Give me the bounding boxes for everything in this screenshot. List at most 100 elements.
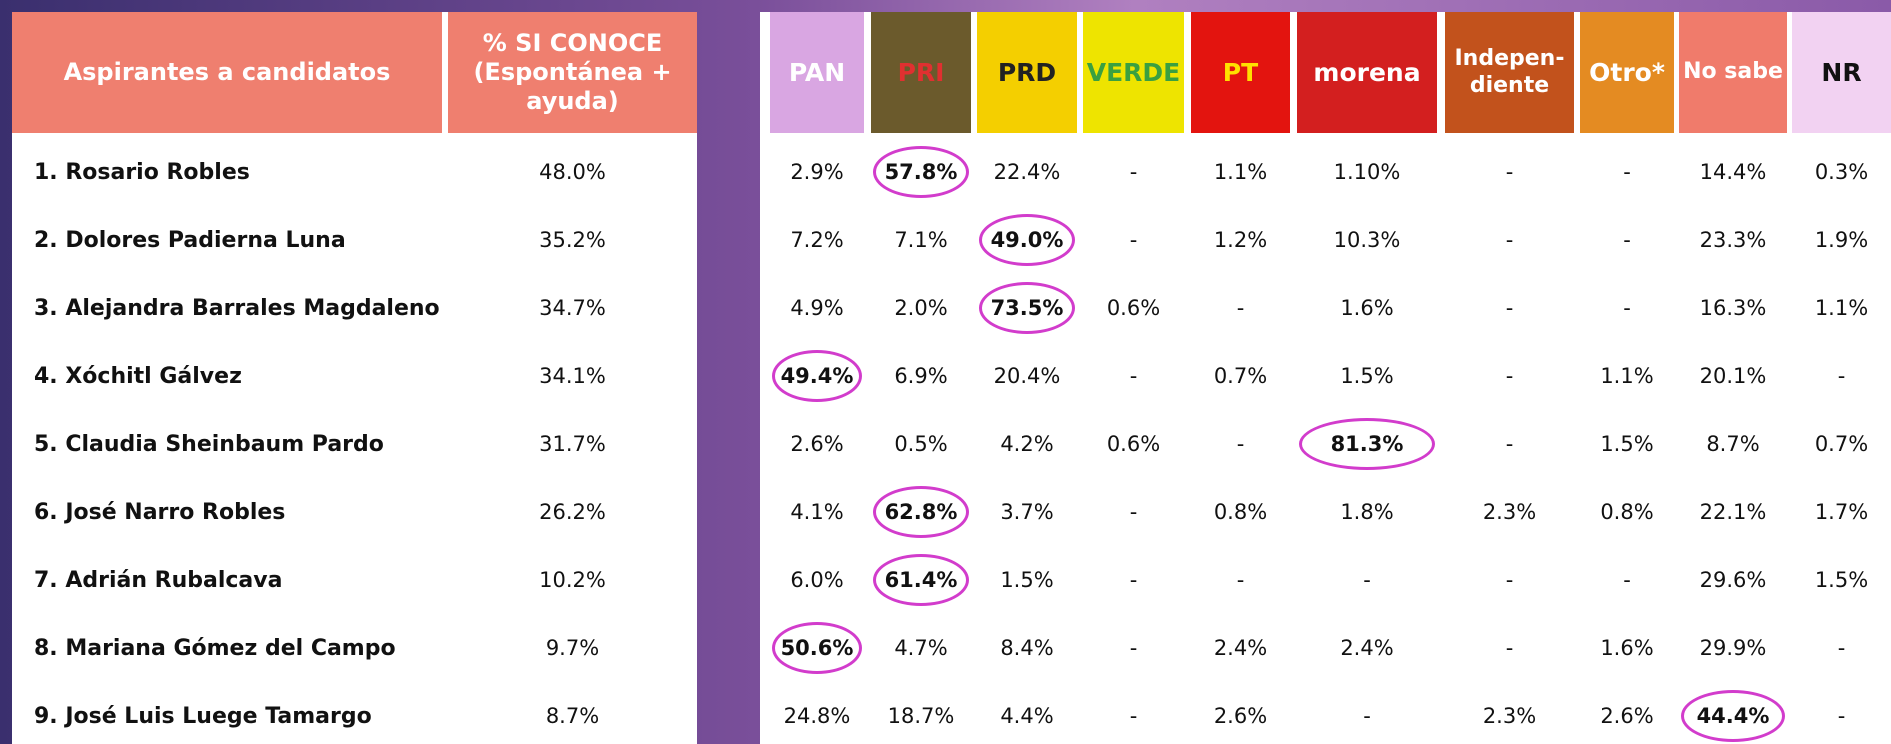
party-value: - (1505, 228, 1514, 252)
candidate-name: 3. Alejandra Barrales Magdaleno (34, 295, 440, 321)
party-value: 3.7% (1000, 500, 1054, 524)
known-pct: 26.2% (539, 500, 606, 524)
party-value: 29.9% (1699, 636, 1767, 660)
party-value: 1.7% (1814, 500, 1869, 524)
party-value: 7.1% (894, 228, 948, 252)
party-value: - (1505, 160, 1514, 184)
party-header: PRI (871, 12, 971, 133)
party-value: 1.1% (1814, 296, 1869, 320)
party-value: 1.5% (1000, 568, 1054, 592)
party-value: 2.3% (1482, 704, 1537, 728)
party-header: morena (1297, 12, 1437, 133)
party-value: - (1236, 432, 1245, 456)
party-value: 14.4% (1699, 160, 1767, 184)
candidate-name: 9. José Luis Luege Tamargo (34, 703, 372, 729)
party-value: - (1129, 160, 1138, 184)
party-value: - (1129, 568, 1138, 592)
party-value: - (1505, 296, 1514, 320)
party-value: - (1505, 364, 1514, 388)
known-pct: 34.7% (539, 296, 606, 320)
party-value: 1.10% (1333, 160, 1401, 184)
party-value: - (1623, 228, 1631, 252)
party-value: 24.8% (783, 704, 851, 728)
known-pct: 10.2% (539, 568, 606, 592)
candidate-name: 5. Claudia Sheinbaum Pardo (34, 431, 384, 457)
party-value: - (1505, 432, 1514, 456)
party-value: 1.6% (1600, 636, 1654, 660)
party-value: - (1837, 704, 1846, 728)
party-value: 4.7% (894, 636, 948, 660)
party-header: Otro* (1580, 12, 1674, 133)
party-value: 49.0% (979, 214, 1075, 266)
party-value: 1.8% (1340, 500, 1394, 524)
party-value: - (1363, 568, 1371, 592)
party-value: 61.4% (873, 554, 969, 606)
party-value: 8.7% (1706, 432, 1760, 456)
party-value: 10.3% (1333, 228, 1401, 252)
party-value: - (1236, 296, 1245, 320)
party-value: 2.9% (790, 160, 844, 184)
party-value: 0.8% (1600, 500, 1654, 524)
party-value: 1.1% (1600, 364, 1654, 388)
party-value: 6.0% (790, 568, 844, 592)
party-value: - (1129, 636, 1138, 660)
party-value: 4.1% (790, 500, 844, 524)
header-name: Aspirantes a candidatos (12, 12, 442, 133)
party-value: 23.3% (1699, 228, 1767, 252)
party-value: 81.3% (1299, 418, 1435, 470)
party-value: - (1505, 568, 1514, 592)
party-value: 2.4% (1340, 636, 1394, 660)
party-value: 57.8% (873, 146, 969, 198)
party-value: - (1129, 500, 1138, 524)
party-value: 16.3% (1699, 296, 1767, 320)
party-value: 1.2% (1213, 228, 1268, 252)
party-value: 1.5% (1340, 364, 1394, 388)
party-value: 2.0% (894, 296, 948, 320)
party-value: - (1129, 364, 1138, 388)
party-value: - (1623, 296, 1631, 320)
party-value: - (1505, 636, 1514, 660)
party-value: 2.6% (1600, 704, 1654, 728)
party-value: 20.4% (993, 364, 1061, 388)
candidate-name: 8. Mariana Gómez del Campo (34, 635, 396, 661)
candidate-name: 4. Xóchitl Gálvez (34, 363, 242, 389)
party-value: 1.5% (1814, 568, 1869, 592)
party-value: 0.3% (1814, 160, 1869, 184)
party-value: 2.6% (790, 432, 844, 456)
party-value: 44.4% (1681, 690, 1785, 742)
party-value: 6.9% (894, 364, 948, 388)
party-value: 73.5% (979, 282, 1075, 334)
known-pct: 34.1% (539, 364, 606, 388)
party-value: 1.1% (1213, 160, 1268, 184)
party-value: 49.4% (772, 350, 862, 402)
known-pct: 48.0% (539, 160, 606, 184)
party-value: 22.1% (1699, 500, 1767, 524)
party-value: 22.4% (993, 160, 1061, 184)
party-value: 20.1% (1699, 364, 1767, 388)
party-header: VERDE (1083, 12, 1184, 133)
party-value: 2.6% (1213, 704, 1268, 728)
party-header: No sabe (1679, 12, 1787, 133)
party-value: - (1837, 364, 1846, 388)
party-value: 50.6% (772, 622, 862, 674)
party-value: 4.9% (790, 296, 844, 320)
party-value: 0.6% (1106, 432, 1161, 456)
party-value: 8.4% (1000, 636, 1054, 660)
known-pct: 9.7% (545, 636, 600, 660)
party-value: - (1623, 568, 1631, 592)
candidate-name: 1. Rosario Robles (34, 159, 250, 185)
party-header: PAN (770, 12, 864, 133)
party-value: - (1129, 228, 1138, 252)
party-header: NR (1792, 12, 1891, 133)
party-value: - (1363, 704, 1371, 728)
party-value: 18.7% (887, 704, 955, 728)
party-value: 4.2% (1000, 432, 1054, 456)
party-value: 1.6% (1340, 296, 1394, 320)
left-panel (12, 12, 697, 744)
known-pct: 35.2% (539, 228, 606, 252)
party-value: 4.4% (1000, 704, 1054, 728)
right-panel (760, 12, 1891, 744)
party-value: 7.2% (790, 228, 844, 252)
party-value: 2.3% (1482, 500, 1537, 524)
party-value: 0.6% (1106, 296, 1161, 320)
